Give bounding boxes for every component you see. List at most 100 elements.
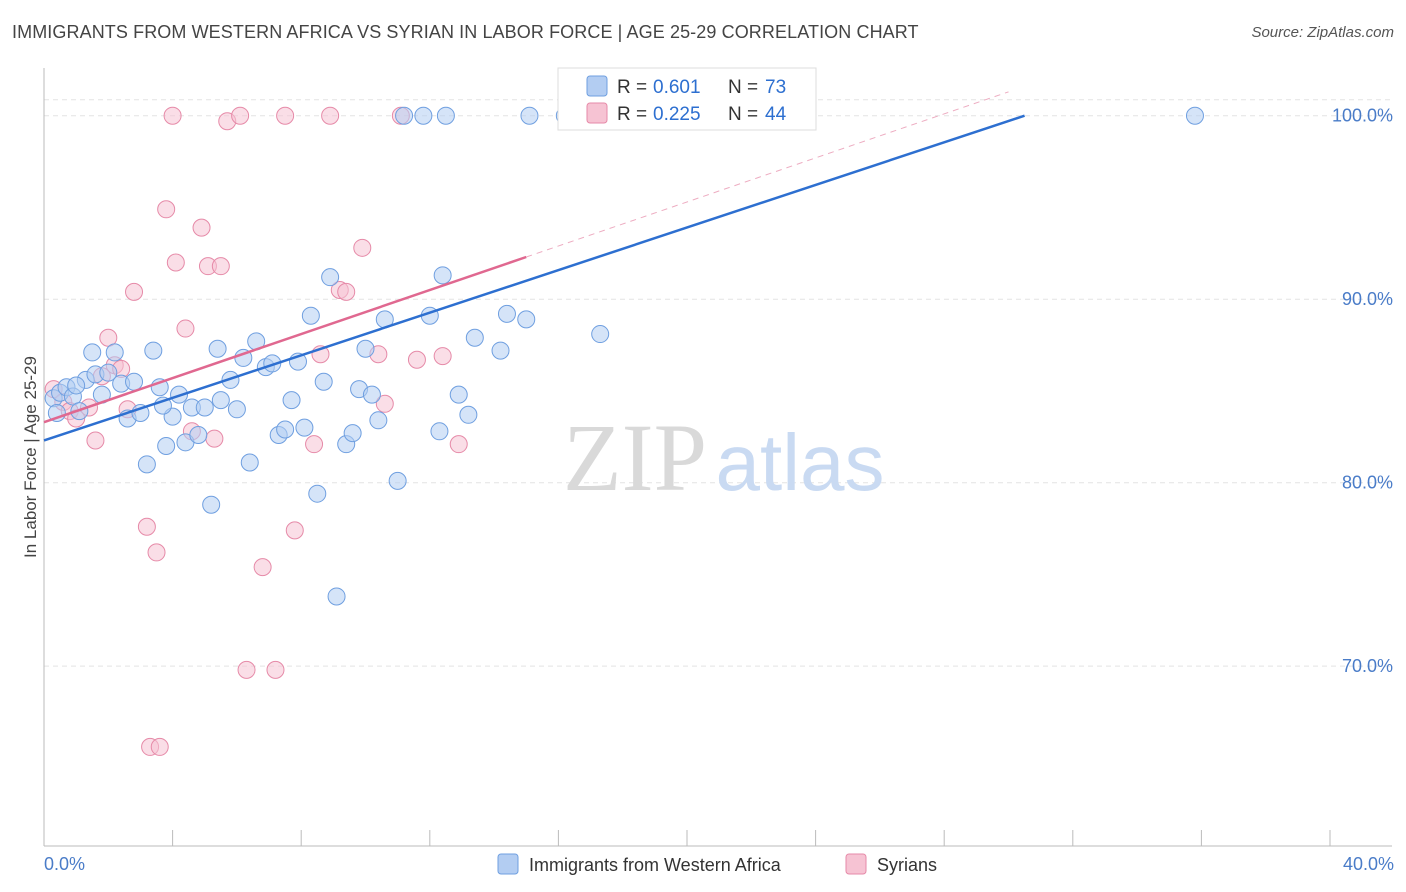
western-africa-point (227, 400, 246, 419)
trend-lines (43, 91, 1025, 442)
trend-line-syrians (43, 255, 527, 424)
western-africa-point (414, 106, 433, 125)
syrians-point (321, 106, 340, 125)
series-syrians-points (44, 106, 468, 756)
watermark: ZIP atlas (563, 404, 884, 511)
legend-n-value-pink: 44 (765, 104, 787, 125)
grid-lines (44, 99, 1392, 667)
syrians-point (86, 431, 105, 450)
western-africa-point (433, 266, 452, 285)
bottom-legend-swatch-pink (845, 853, 867, 875)
western-africa-point (83, 343, 102, 362)
legend-swatch-pink (586, 102, 608, 124)
y-tick-label-80: 80.0% (1342, 473, 1393, 493)
legend-r-value-pink: 0.225 (653, 104, 701, 125)
western-africa-point (520, 106, 539, 125)
syrians-point (125, 282, 144, 301)
y-axis-label: In Labor Force | Age 25-29 (21, 356, 40, 558)
series-western-africa-points (44, 106, 1204, 606)
trend-line-western-africa (43, 114, 1025, 442)
syrians-point (147, 543, 166, 562)
syrians-point (166, 253, 185, 272)
western-africa-point (314, 372, 333, 391)
legend-r-label-pink: R = (617, 104, 647, 125)
syrians-point (276, 106, 295, 125)
western-africa-point (157, 436, 176, 455)
western-africa-point (395, 106, 414, 125)
western-africa-point (195, 398, 214, 417)
y-tick-label-100: 100.0% (1332, 106, 1393, 126)
western-africa-point (356, 339, 375, 358)
western-africa-point (240, 453, 259, 472)
western-africa-point (295, 418, 314, 437)
western-africa-point (459, 405, 478, 424)
western-africa-point (276, 420, 295, 439)
syrians-point (237, 660, 256, 679)
watermark-zip: ZIP (563, 404, 707, 511)
syrians-point (176, 319, 195, 338)
syrians-point (137, 517, 156, 536)
bottom-legend-label-pink[interactable]: Syrians (877, 855, 937, 875)
western-africa-point (343, 424, 362, 443)
legend-swatch-blue (586, 75, 608, 97)
syrians-point (407, 350, 426, 369)
trend-line-syrians-extension (526, 91, 1009, 258)
western-africa-point (202, 495, 221, 514)
western-africa-point (144, 341, 163, 360)
watermark-atlas: atlas (716, 418, 885, 507)
western-africa-point (99, 363, 118, 382)
western-africa-point (321, 268, 340, 287)
syrians-point (211, 257, 230, 276)
bottom-legend: Immigrants from Western Africa Syrians (497, 853, 937, 875)
legend-n-label-blue: N = (728, 77, 758, 98)
syrians-point (266, 660, 285, 679)
western-africa-point (67, 376, 86, 395)
syrians-point (192, 218, 211, 237)
western-africa-point (125, 372, 144, 391)
western-africa-point (137, 455, 156, 474)
syrians-point (163, 106, 182, 125)
western-africa-point (301, 306, 320, 325)
western-africa-point (369, 411, 388, 430)
x-tick-label-max: 40.0% (1343, 854, 1394, 874)
syrians-point (150, 737, 169, 756)
western-africa-point (327, 587, 346, 606)
x-axis-ticks (43, 830, 1331, 846)
syrians-point (157, 200, 176, 219)
y-axis-tick-labels: 70.0% 80.0% 90.0% 100.0% (1332, 106, 1393, 676)
western-africa-point (263, 354, 282, 373)
western-africa-point (491, 341, 510, 360)
western-africa-point (430, 422, 449, 441)
syrians-point (449, 435, 468, 454)
syrians-point (253, 558, 272, 577)
x-tick-label-min: 0.0% (44, 854, 85, 874)
y-tick-label-70: 70.0% (1342, 656, 1393, 676)
western-africa-point (388, 471, 407, 490)
syrians-point (375, 394, 394, 413)
western-africa-point (497, 304, 516, 323)
western-africa-point (517, 310, 536, 329)
western-africa-point (105, 343, 124, 362)
western-africa-point (282, 391, 301, 410)
western-africa-point (189, 425, 208, 444)
bottom-legend-swatch-blue (497, 853, 519, 875)
western-africa-point (308, 484, 327, 503)
bottom-legend-label-blue[interactable]: Immigrants from Western Africa (529, 855, 782, 875)
legend-r-label-blue: R = (617, 77, 647, 98)
syrians-point (337, 282, 356, 301)
western-africa-point (591, 325, 610, 344)
western-africa-point (211, 391, 230, 410)
legend-box: R = 0.601 N = 73 R = 0.225 N = 44 (557, 67, 817, 131)
legend-n-label-pink: N = (728, 104, 758, 125)
legend-r-value-blue: 0.601 (653, 77, 701, 98)
source-credit[interactable]: Source: ZipAtlas.com (1251, 24, 1394, 41)
syrians-point (231, 106, 250, 125)
western-africa-point (1185, 106, 1204, 125)
syrians-point (285, 521, 304, 540)
y-tick-label-90: 90.0% (1342, 289, 1393, 309)
western-africa-point (208, 339, 227, 358)
syrians-point (205, 429, 224, 448)
legend-n-value-blue: 73 (765, 77, 786, 98)
syrians-point (433, 347, 452, 366)
